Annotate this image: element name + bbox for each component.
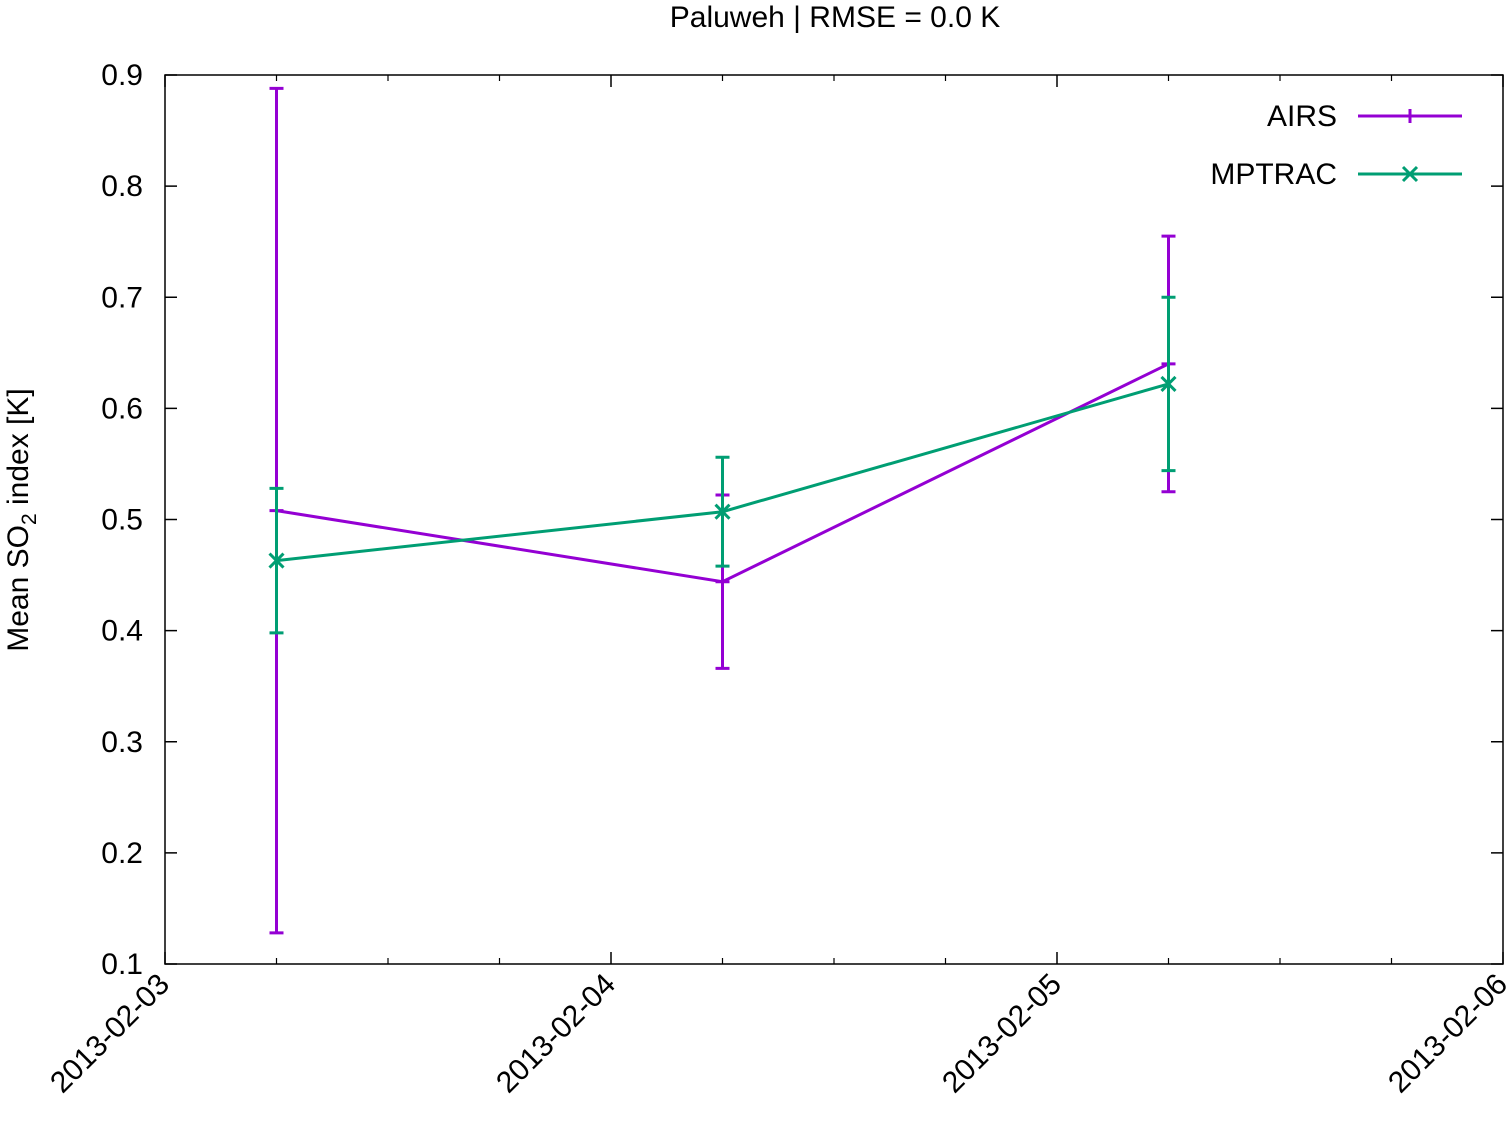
- chart-title: Paluweh | RMSE = 0.0 K: [670, 1, 1000, 34]
- series-mptrac: [268, 295, 1177, 635]
- x-tick-label: 2013-02-04: [490, 968, 622, 1100]
- y-tick-label: 0.1: [101, 948, 143, 981]
- legend-label-airs: AIRS: [1267, 100, 1337, 133]
- data-point-airs: [715, 574, 730, 589]
- axes: 0.1 0.2 0.3 0.4 0.5 0.6 0.7 0.8 0.9 2013-02-03 201…: [44, 59, 1507, 1099]
- y-tick-label: 0.6: [101, 392, 143, 425]
- legend-marker-airs: [1403, 109, 1417, 123]
- legend-marker-mptrac: [1401, 165, 1419, 183]
- series-layer: [268, 86, 1177, 935]
- y-tick-label: 0.2: [101, 837, 143, 870]
- x-tick-label: 2013-02-03: [44, 968, 176, 1100]
- legend: AIRS MPTRAC: [1210, 100, 1462, 191]
- y-tick-label: 0.8: [101, 170, 143, 203]
- y-tick-label: 0.9: [101, 59, 143, 92]
- plot-frame: [164, 74, 1504, 965]
- x-tick-label: 2013-02-05: [936, 968, 1068, 1100]
- data-point-mptrac: [268, 552, 285, 569]
- data-point-mptrac: [1160, 375, 1177, 392]
- data-point-mptrac: [714, 503, 731, 520]
- y-tick-label: 0.3: [101, 726, 143, 759]
- y-tick-label: 0.4: [101, 615, 143, 648]
- y-axis-label: Mean SO2 index [K]: [2, 388, 41, 652]
- y-tick-label: 0.5: [101, 504, 143, 537]
- legend-label-mptrac: MPTRAC: [1210, 158, 1337, 191]
- y-tick-label: 0.7: [101, 281, 143, 314]
- x-tick-label: 2013-02-06: [1382, 968, 1507, 1100]
